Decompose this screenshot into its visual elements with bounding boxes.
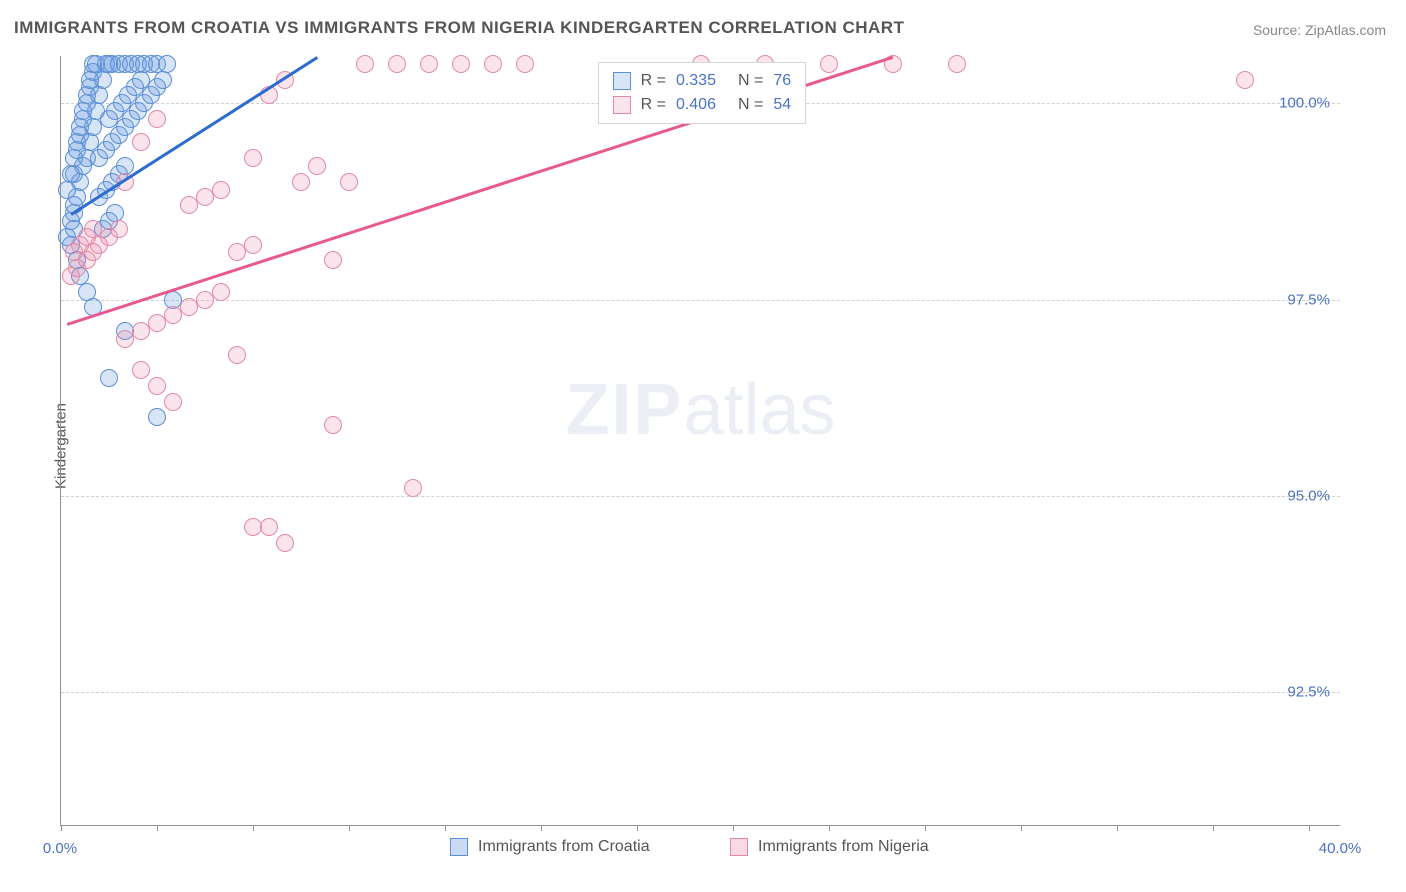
data-point — [324, 251, 342, 269]
data-point — [148, 110, 166, 128]
data-point — [212, 283, 230, 301]
gridline-horizontal — [61, 496, 1340, 497]
series-legend-item: Immigrants from Croatia — [450, 838, 650, 856]
data-point — [340, 173, 358, 191]
x-tick — [733, 825, 734, 831]
legend-row: R = 0.335 N = 76 — [613, 69, 792, 93]
data-point — [388, 55, 406, 73]
data-point — [100, 369, 118, 387]
data-point — [87, 55, 105, 73]
data-point — [228, 346, 246, 364]
r-label: R = — [641, 96, 666, 114]
data-point — [164, 393, 182, 411]
watermark-atlas: atlas — [683, 370, 835, 450]
data-point — [308, 157, 326, 175]
watermark-zip: ZIP — [565, 370, 683, 450]
data-point — [148, 408, 166, 426]
data-point — [132, 361, 150, 379]
data-point — [110, 220, 128, 238]
data-point — [276, 534, 294, 552]
data-point — [516, 55, 534, 73]
data-point — [81, 71, 99, 89]
data-point — [154, 71, 172, 89]
x-tick — [1117, 825, 1118, 831]
n-label: N = — [738, 72, 763, 90]
x-tick — [541, 825, 542, 831]
source-link[interactable]: ZipAtlas.com — [1305, 22, 1386, 38]
data-point — [71, 118, 89, 136]
data-point — [68, 133, 86, 151]
legend-swatch — [450, 838, 468, 856]
x-tick — [253, 825, 254, 831]
y-tick-label: 97.5% — [1287, 291, 1330, 308]
data-point — [420, 55, 438, 73]
source-attribution: Source: ZipAtlas.com — [1253, 22, 1386, 38]
x-tick — [829, 825, 830, 831]
r-value: 0.406 — [676, 96, 716, 114]
data-point — [84, 220, 102, 238]
r-value: 0.335 — [676, 72, 716, 90]
x-tick — [1309, 825, 1310, 831]
data-point — [484, 55, 502, 73]
y-tick-label: 95.0% — [1287, 488, 1330, 505]
y-tick-label: 100.0% — [1279, 95, 1330, 112]
data-point — [148, 377, 166, 395]
legend-swatch — [613, 96, 631, 114]
data-point — [948, 55, 966, 73]
n-value: 54 — [773, 96, 791, 114]
source-prefix: Source: — [1253, 22, 1305, 38]
data-point — [292, 173, 310, 191]
legend-label: Immigrants from Croatia — [478, 838, 650, 856]
data-point — [1236, 71, 1254, 89]
legend-swatch — [730, 838, 748, 856]
r-label: R = — [641, 72, 666, 90]
watermark: ZIPatlas — [565, 369, 835, 451]
data-point — [404, 479, 422, 497]
x-tick-label: 40.0% — [1319, 840, 1362, 857]
data-point — [74, 102, 92, 120]
data-point — [244, 236, 262, 254]
data-point — [324, 416, 342, 434]
x-tick — [1213, 825, 1214, 831]
gridline-horizontal — [61, 300, 1340, 301]
data-point — [820, 55, 838, 73]
series-legend-item: Immigrants from Nigeria — [730, 838, 929, 856]
data-point — [244, 149, 262, 167]
x-tick — [1021, 825, 1022, 831]
n-label: N = — [738, 96, 763, 114]
legend-swatch — [613, 72, 631, 90]
legend-label: Immigrants from Nigeria — [758, 838, 929, 856]
x-tick — [349, 825, 350, 831]
chart-title: IMMIGRANTS FROM CROATIA VS IMMIGRANTS FR… — [14, 18, 904, 38]
y-tick-label: 92.5% — [1287, 684, 1330, 701]
correlation-legend: R = 0.335 N = 76 R = 0.406 N = 54 — [598, 62, 807, 124]
n-value: 76 — [773, 72, 791, 90]
data-point — [62, 165, 80, 183]
data-point — [452, 55, 470, 73]
x-tick — [157, 825, 158, 831]
scatter-plot-area: ZIPatlas 92.5% 95.0% 97.5% 100.0% — [60, 56, 1340, 826]
x-tick — [61, 825, 62, 831]
legend-row: R = 0.406 N = 54 — [613, 93, 792, 117]
data-point — [260, 518, 278, 536]
data-point — [65, 149, 83, 167]
data-point — [356, 55, 374, 73]
gridline-horizontal — [61, 692, 1340, 693]
x-tick-label: 0.0% — [43, 840, 77, 857]
data-point — [212, 181, 230, 199]
x-tick — [637, 825, 638, 831]
data-point — [78, 86, 96, 104]
x-tick — [445, 825, 446, 831]
data-point — [132, 133, 150, 151]
x-tick — [925, 825, 926, 831]
